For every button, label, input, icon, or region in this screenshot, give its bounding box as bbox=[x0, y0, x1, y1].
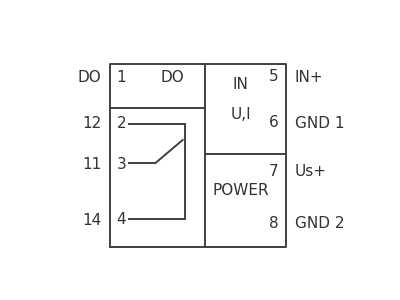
Text: Us+: Us+ bbox=[295, 164, 327, 178]
Text: 1: 1 bbox=[117, 70, 126, 85]
Text: U,I: U,I bbox=[230, 107, 251, 122]
Text: POWER: POWER bbox=[212, 183, 269, 198]
Text: GND 2: GND 2 bbox=[295, 216, 344, 231]
Text: 12: 12 bbox=[82, 116, 101, 131]
Text: 5: 5 bbox=[269, 69, 279, 84]
Text: IN+: IN+ bbox=[295, 70, 324, 85]
Text: 7: 7 bbox=[269, 164, 279, 179]
Text: 14: 14 bbox=[82, 213, 101, 228]
Text: IN: IN bbox=[233, 77, 248, 92]
Text: 11: 11 bbox=[82, 157, 101, 172]
Text: 8: 8 bbox=[269, 216, 279, 231]
Text: 4: 4 bbox=[117, 212, 126, 227]
Text: DO: DO bbox=[78, 70, 101, 85]
Text: 6: 6 bbox=[269, 115, 279, 130]
Text: GND 1: GND 1 bbox=[295, 116, 344, 131]
Text: DO: DO bbox=[160, 70, 184, 85]
Text: 2: 2 bbox=[117, 116, 126, 131]
Text: 3: 3 bbox=[117, 157, 126, 172]
